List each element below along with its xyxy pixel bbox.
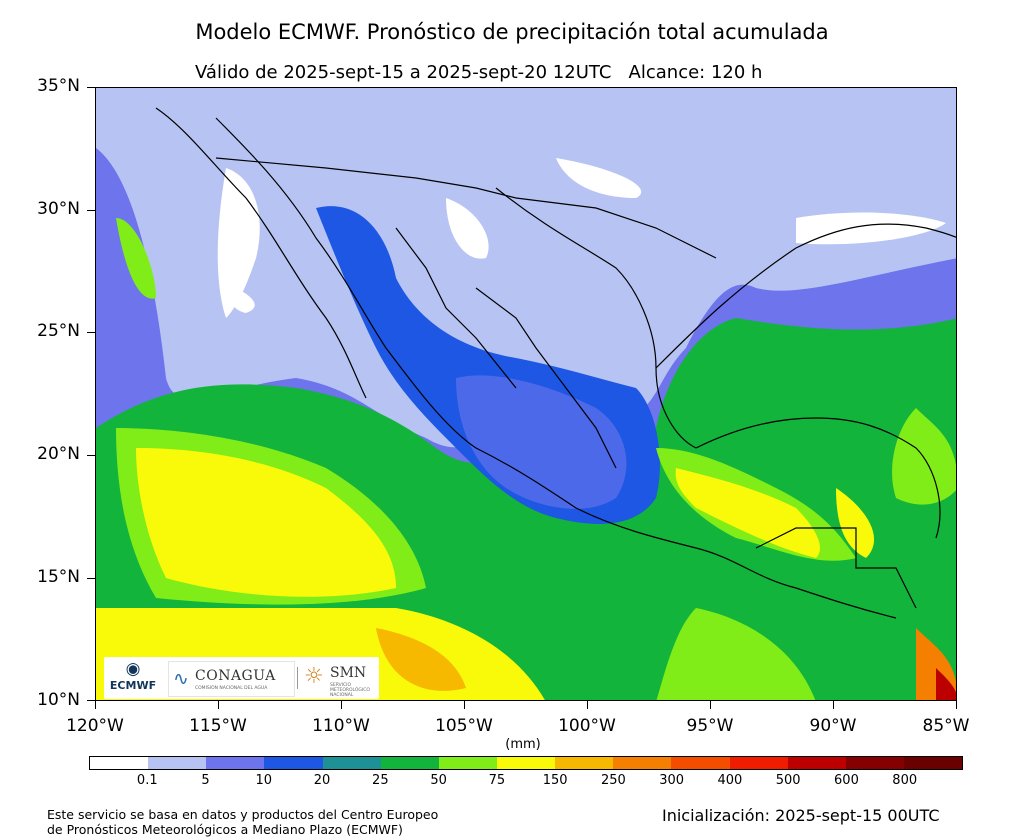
colorbar-segment [322,757,381,769]
colorbar-tick-label: 500 [775,773,801,788]
colorbar-tick-label: 10 [255,773,273,788]
initialization-time: Inicialización: 2025-sept-15 00UTC [662,806,940,825]
ecmwf-logo: ◉ ECMWF [107,659,159,697]
colorbar-units: (mm) [505,737,541,752]
lon-tick-label: 100°W [558,716,616,736]
colorbar-segment [671,757,730,769]
colorbar-segment [90,757,149,769]
lon-tick-label: 105°W [435,716,493,736]
colorbar-tick-label: 50 [430,773,447,788]
conagua-logo: ∿ CONAGUA COMISIÓN NACIONAL DEL AGUA [168,661,295,697]
colorbar-segment [729,757,788,769]
colorbar-segment [845,757,904,769]
lat-tick-label: 30°N [37,199,80,219]
lat-tick-label: 10°N [37,690,80,710]
logo-panel: ◉ ECMWF ∿ CONAGUA COMISIÓN NACIONAL DEL … [104,657,379,699]
lon-tick-label: 115°W [189,716,247,736]
lon-tick-mark [218,701,219,709]
colorbar-tick-label: 600 [834,773,859,788]
logo-divider [297,667,298,689]
lat-tick-label: 15°N [37,567,80,587]
colorbar-tick-label: 20 [313,773,331,788]
map-canvas [96,88,956,700]
ecmwf-mark-icon: ◉ [125,659,141,679]
colorbar-tick-label: 150 [542,773,568,788]
colorbar-segment [787,757,846,769]
lat-tick-mark [87,578,95,579]
colorbar-segment [206,757,265,769]
lon-tick-label: 90°W [809,716,857,736]
lon-tick-label: 95°W [686,716,734,736]
lon-tick-mark [464,701,465,709]
colorbar-segment [903,757,963,769]
smn-logo-subtext: SERVICIO METEOROLÓGICO NACIONAL [330,683,370,698]
lat-tick-label: 25°N [37,321,80,341]
map-subtitle: Válido de 2025-sept-15 a 2025-sept-20 12… [195,62,763,83]
lon-tick-mark [341,701,342,709]
conagua-logo-text: CONAGUA [195,668,276,684]
lon-tick-mark [833,701,834,709]
colorbar-tick-label: 250 [600,773,626,788]
lat-tick-mark [87,332,95,333]
colorbar-segment [264,757,323,769]
source-note: Este servicio se basa en datos y product… [47,807,438,837]
lon-tick-mark [956,701,957,709]
colorbar-tick-label: 5 [201,773,210,788]
lat-tick-mark [87,700,95,701]
lon-tick-mark [587,701,588,709]
lat-tick-label: 20°N [37,444,80,464]
colorbar-tick-label: 25 [372,773,389,788]
ecmwf-logo-text: ECMWF [109,679,157,692]
lon-tick-label: 120°W [66,716,124,736]
colorbar-segment [613,757,672,769]
precipitation-map [95,87,957,701]
smn-sun-icon: ☼ [304,664,324,689]
colorbar-tick-label: 300 [659,773,685,788]
colorbar-segment [438,757,497,769]
lon-tick-label: 110°W [312,716,370,736]
conagua-wave-icon: ∿ [173,668,189,690]
colorbar-segment [148,757,207,769]
smn-logo-text: SMN [330,665,367,681]
lat-tick-label: 35°N [37,76,80,96]
lat-tick-mark [87,87,95,88]
lon-tick-mark [710,701,711,709]
map-title: Modelo ECMWF. Pronóstico de precipitació… [195,20,829,44]
colorbar-segment [555,757,614,769]
lat-tick-mark [87,455,95,456]
lat-tick-mark [87,210,95,211]
colorbar-segment [380,757,439,769]
colorbar-tick-label: 0.1 [136,773,158,788]
source-note-line1: Este servicio se basa en datos y product… [47,807,439,822]
colorbar-tick-label: 75 [488,773,506,788]
source-note-line2: de Pronósticos Meteorológicos a Mediano … [47,822,403,837]
colorbar-tick-label: 800 [892,773,918,788]
colorbar-segment [496,757,556,769]
colorbar [89,756,963,770]
smn-logo: ☼ SMN SERVICIO METEOROLÓGICO NACIONAL [304,661,376,698]
conagua-logo-subtext: COMISIÓN NACIONAL DEL AGUA [195,686,268,691]
colorbar-tick-label: 400 [717,773,743,788]
lon-tick-label: 85°W [922,716,970,736]
lon-tick-mark [95,701,96,709]
